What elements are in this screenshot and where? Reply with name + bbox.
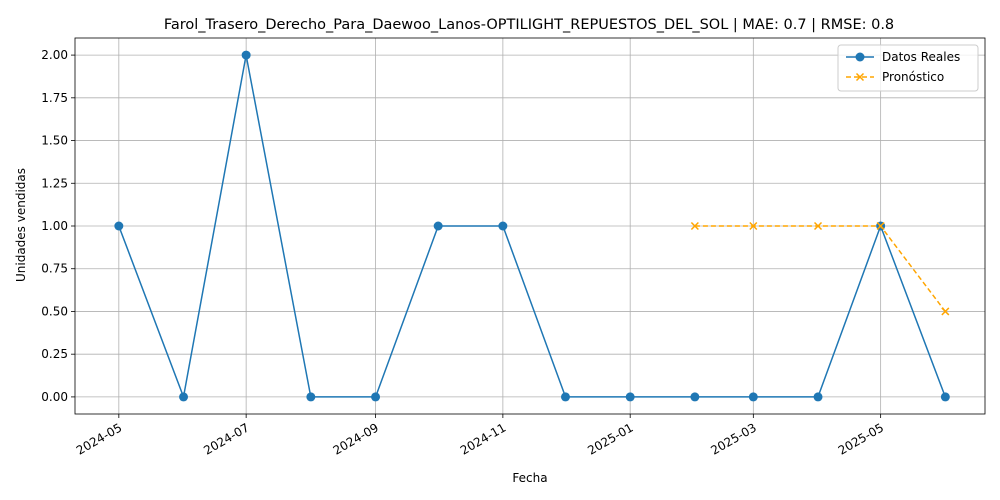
forecast-point	[813, 221, 823, 231]
legend-marker	[855, 72, 865, 82]
x-axis-label: Fecha	[512, 471, 547, 485]
data-point	[690, 392, 700, 402]
x-tick-label: 2025-03	[708, 420, 758, 457]
forecast-point	[749, 221, 758, 231]
data-point	[306, 392, 316, 402]
forecast-point	[941, 307, 950, 316]
legend-label: Pronóstico	[882, 70, 944, 84]
data-point	[114, 221, 124, 231]
data-point	[748, 392, 758, 402]
x-tick-label: 2024-07	[201, 420, 251, 457]
y-tick-label: 1.50	[41, 134, 68, 148]
y-tick-label: 0.50	[41, 304, 68, 318]
y-tick-label: 0.75	[41, 262, 68, 276]
y-tick-label: 1.75	[41, 91, 68, 105]
legend-label: Datos Reales	[882, 50, 960, 64]
series-layer	[114, 50, 950, 402]
x-tick-label: 2024-09	[331, 420, 381, 457]
y-tick-label: 1.25	[41, 176, 68, 190]
data-point	[813, 392, 823, 402]
forecast-point	[876, 221, 885, 231]
data-point	[498, 221, 508, 231]
y-tick-label: 0.00	[41, 390, 68, 404]
chart-title: Farol_Trasero_Derecho_Para_Daewoo_Lanos-…	[164, 17, 894, 33]
data-point	[940, 392, 950, 402]
forecast-point	[690, 221, 699, 231]
y-axis-ticks: 0.00 0.25 0.50 0.75 1.00 1.25 1.50 1.75 2.00	[41, 48, 75, 404]
y-tick-label: 0.25	[41, 347, 68, 361]
y-tick-label: 1.00	[41, 219, 68, 233]
y-tick-label: 2.00	[41, 48, 68, 62]
x-tick-label: 2025-01	[585, 420, 635, 457]
data-point	[625, 392, 635, 402]
data-point	[179, 392, 189, 402]
data-point	[241, 50, 251, 60]
data-point	[560, 392, 570, 402]
y-axis-label: Unidades vendidas	[14, 168, 28, 282]
x-tick-label: 2024-11	[458, 420, 508, 457]
data-point	[433, 221, 443, 231]
series-line-actual	[118, 54, 947, 400]
legend: Datos Reales Pronóstico	[837, 44, 979, 92]
x-tick-label: 2025-05	[836, 420, 886, 457]
legend-marker	[855, 52, 865, 62]
data-point	[371, 392, 381, 402]
x-tick-label: 2024-05	[74, 420, 124, 457]
x-axis-ticks: 2024-05 2024-07 2024-09 2024-11 2025-01 2025-…	[74, 414, 886, 458]
